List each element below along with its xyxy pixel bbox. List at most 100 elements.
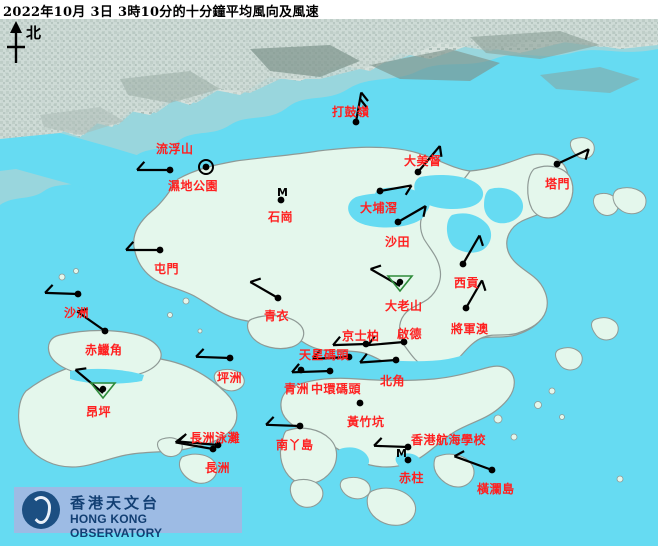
station-dot	[99, 385, 107, 393]
station-label-cheung-chau: 長洲	[205, 461, 231, 475]
station-label-star-ferry: 天星碼頭	[299, 348, 350, 362]
barb-feather	[249, 277, 262, 284]
station-central-pier[interactable]	[291, 363, 334, 375]
map-canvas[interactable]	[0, 19, 658, 546]
page-title: 2022年10月 3日 3時10分的十分鐘平均風向及風速	[3, 5, 319, 20]
station-label-cheung-chau-beach: 長洲泳灘	[190, 431, 241, 445]
barb-feather	[291, 363, 300, 374]
station-star-ferry[interactable]	[312, 349, 353, 361]
station-cheung-chau-beach[interactable]	[177, 433, 222, 449]
barb-shaft	[291, 369, 331, 374]
station-kings-park[interactable]	[332, 335, 370, 348]
station-tai-mei-tuk[interactable]	[414, 145, 443, 176]
station-dot	[392, 356, 400, 364]
station-label-waglan-island: 橫瀾島	[477, 482, 515, 496]
barb-feather	[312, 349, 321, 360]
barb-shaft	[360, 358, 397, 364]
barb-feather	[359, 98, 368, 109]
barb-feather	[404, 184, 413, 196]
hk-land-new-territories	[133, 137, 619, 374]
barb-shaft	[175, 441, 214, 451]
barb-feather	[125, 241, 135, 251]
map-svg	[0, 19, 658, 546]
station-tap-mun[interactable]	[553, 148, 590, 168]
station-label-wong-chuk-hang: 黃竹坑	[347, 415, 385, 429]
missing-data-flag-shek-kong: M	[277, 186, 288, 199]
station-wong-chuk-hang[interactable]	[356, 399, 364, 407]
bullseye-core	[202, 163, 210, 171]
station-sha-tin[interactable]	[394, 205, 427, 226]
station-dot	[356, 399, 364, 407]
green-triangle-marker	[386, 275, 414, 293]
station-label-central-pier: 中環碼頭	[311, 382, 362, 396]
barb-shaft	[312, 355, 350, 360]
station-label-lamma-island: 南丫島	[276, 438, 314, 452]
north-label: 北	[26, 24, 42, 42]
logo-english-name: HONG KONG OBSERVATORY	[70, 512, 163, 540]
barb-shaft	[76, 310, 106, 332]
station-tate-cairn[interactable]	[370, 264, 414, 293]
station-dot	[74, 290, 82, 298]
barb-shaft	[178, 440, 219, 447]
station-sha-chau[interactable]	[44, 284, 82, 298]
station-label-tuen-mun: 屯門	[154, 262, 180, 276]
station-label-wetland-park: 濕地公園	[168, 179, 219, 193]
deep-bay-water	[0, 133, 180, 201]
station-ngong-ping[interactable]	[74, 367, 117, 400]
barb-feather	[195, 348, 205, 358]
station-sai-kung[interactable]	[459, 234, 484, 268]
station-kai-tak[interactable]	[367, 335, 408, 347]
station-ta-kwu-ling[interactable]	[352, 91, 369, 126]
barb-feather	[370, 264, 382, 271]
barb-shaft	[195, 355, 231, 360]
station-dot	[396, 278, 404, 286]
barb-feather	[480, 279, 487, 292]
barb-feather	[174, 434, 185, 444]
station-dot	[400, 338, 408, 346]
station-chek-lap-kok[interactable]	[76, 307, 109, 335]
station-dot	[277, 196, 285, 204]
station-tai-po-kau[interactable]	[376, 184, 413, 196]
station-dot	[362, 340, 370, 348]
station-lamma-island[interactable]	[265, 416, 304, 430]
station-tuen-mun[interactable]	[125, 241, 164, 254]
barb-feather	[44, 284, 54, 294]
station-peng-chau[interactable]	[195, 348, 234, 362]
station-dot	[274, 294, 282, 302]
station-label-sha-tin: 沙田	[385, 235, 411, 249]
station-dot	[101, 327, 109, 335]
barb-shaft	[465, 279, 483, 309]
station-tsing-yi[interactable]	[249, 277, 282, 302]
barb-shaft	[74, 369, 104, 394]
bullseye-marker	[198, 159, 214, 175]
station-dot	[459, 260, 467, 268]
station-label-sea-school: 香港航海學校	[411, 433, 487, 447]
station-north-point[interactable]	[359, 353, 400, 364]
barb-shaft	[397, 205, 427, 223]
station-cheung-chau[interactable]	[174, 434, 217, 453]
station-dot	[326, 367, 334, 375]
mainland-landmass	[0, 19, 658, 205]
barb-feather	[359, 353, 368, 364]
station-waglan-island[interactable]	[453, 450, 496, 474]
station-label-tsing-yi: 青衣	[264, 309, 290, 323]
barb-feather	[453, 450, 465, 458]
station-label-tate-cairn: 大老山	[385, 299, 423, 313]
station-stanley[interactable]	[404, 456, 412, 464]
station-shek-kong[interactable]	[277, 196, 285, 204]
station-wetland-park[interactable]	[198, 159, 214, 175]
barb-feather	[438, 145, 443, 157]
station-lau-fau-shan[interactable]	[136, 161, 174, 174]
station-label-tai-po-kau: 大埔滘	[360, 201, 398, 215]
station-tseung-kwan-o[interactable]	[462, 279, 487, 312]
station-sea-school[interactable]	[373, 437, 412, 451]
wind-barb-layer	[44, 91, 590, 474]
hko-logo: 香港天文台 HONG KONG OBSERVATORY	[14, 487, 242, 540]
barb-shaft	[44, 291, 79, 296]
station-dot	[462, 304, 470, 312]
station-label-tai-mei-tuk: 大美督	[404, 154, 442, 168]
barb-shaft	[370, 268, 401, 287]
north-arrow-icon	[7, 21, 25, 63]
station-dot	[404, 443, 412, 451]
